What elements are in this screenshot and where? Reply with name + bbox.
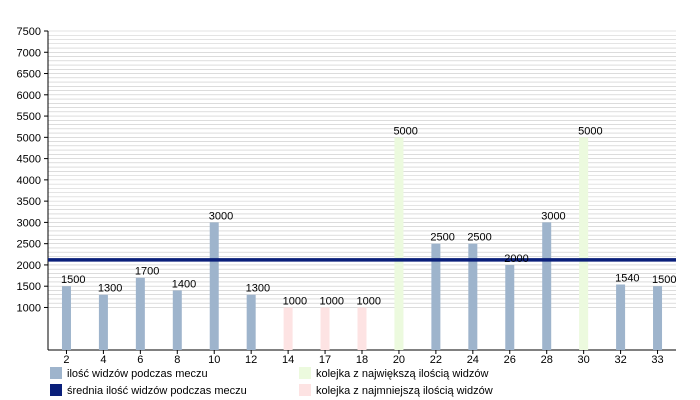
- data-label: 1540: [615, 272, 639, 284]
- y-tick-label: 2500: [17, 239, 41, 251]
- data-label: 1000: [320, 295, 344, 307]
- legend-label: średnia ilość widzów podczas meczu: [67, 385, 247, 397]
- bar: [653, 286, 663, 350]
- data-label: 1000: [357, 295, 381, 307]
- x-tick-label: 33: [651, 354, 663, 366]
- y-tick-label: 4500: [17, 154, 41, 166]
- legend-swatch: [50, 384, 62, 396]
- data-label: 1000: [283, 295, 307, 307]
- bar: [98, 294, 108, 350]
- data-label: 5000: [578, 125, 602, 137]
- x-tick-label: 30: [578, 354, 590, 366]
- bar: [283, 307, 293, 350]
- y-tick-label: 7000: [17, 47, 41, 59]
- legend-label: kolejka z największą ilością widzów: [316, 368, 488, 380]
- legend-swatch: [50, 367, 62, 379]
- y-tick-label: 7500: [17, 26, 41, 38]
- bar: [616, 284, 626, 350]
- x-tick-label: 20: [393, 354, 405, 366]
- x-tick-label: 24: [467, 354, 479, 366]
- x-tick-label: 32: [614, 354, 626, 366]
- data-label: 2000: [504, 253, 528, 265]
- x-tick-label: 14: [282, 354, 294, 366]
- bar: [209, 222, 219, 350]
- data-label: 1400: [172, 278, 196, 290]
- x-tick-label: 18: [356, 354, 368, 366]
- x-tick-label: 28: [541, 354, 553, 366]
- data-label: 1300: [246, 283, 270, 295]
- bars: [61, 137, 663, 350]
- x-tick-label: 4: [100, 354, 106, 366]
- bar: [468, 243, 478, 350]
- x-tick-label: 10: [208, 354, 220, 366]
- bar: [246, 294, 256, 350]
- legend-swatch: [299, 384, 311, 396]
- x-tick-label: 26: [504, 354, 516, 366]
- y-tick-label: 6500: [17, 69, 41, 81]
- y-tick-label: 2000: [17, 260, 41, 272]
- bar: [394, 137, 404, 350]
- y-tick-labels: 1000 1500 2000 2500 3000 3500 4000 4500 5000 5500…: [17, 26, 41, 314]
- data-label: 5000: [393, 125, 417, 137]
- legend-label: kolejka z najmniejszą ilością widzów: [316, 385, 493, 397]
- x-tick-label: 17: [319, 354, 331, 366]
- y-tick-label: 3500: [17, 196, 41, 208]
- x-tick-label: 6: [137, 354, 143, 366]
- bar: [431, 243, 441, 350]
- data-labels: 1500 1300 1700 1400 3000 1300 1000 1000 1000 5000…: [61, 125, 677, 307]
- y-tick-label: 1500: [17, 281, 41, 293]
- y-tick-label: 5000: [17, 132, 41, 144]
- x-tick-label: 2: [63, 354, 69, 366]
- axes: [44, 30, 676, 354]
- bar: [135, 277, 145, 350]
- data-label: 1500: [61, 274, 85, 286]
- data-label: 1300: [98, 283, 122, 295]
- legend: ilość widzów podczas meczu średnia ilość …: [50, 367, 493, 397]
- y-tick-label: 3000: [17, 217, 41, 229]
- data-label: 2500: [467, 232, 491, 244]
- y-tick-label: 6000: [17, 90, 41, 102]
- data-label: 1700: [135, 266, 159, 278]
- y-tick-label: 4000: [17, 175, 41, 187]
- bar: [320, 307, 330, 350]
- data-label: 1500: [652, 274, 676, 286]
- bar: [579, 137, 589, 350]
- data-label: 3000: [541, 210, 565, 222]
- bar: [357, 307, 367, 350]
- y-tick-label: 5500: [17, 111, 41, 123]
- data-label: 2500: [430, 232, 454, 244]
- legend-label: ilość widzów podczas meczu: [67, 368, 208, 380]
- x-tick-label: 8: [174, 354, 180, 366]
- bar: [505, 264, 515, 350]
- x-tick-labels: 2 4 6 8 10 12 14 17 18 20 22 24 26 28 30 32 33: [63, 354, 663, 366]
- x-tick-label: 12: [245, 354, 257, 366]
- bar: [172, 290, 182, 350]
- data-label: 3000: [209, 210, 233, 222]
- bar: [61, 286, 71, 350]
- y-tick-label: 1000: [17, 302, 41, 314]
- x-tick-label: 22: [430, 354, 442, 366]
- legend-swatch: [299, 367, 311, 379]
- bar: [542, 222, 552, 350]
